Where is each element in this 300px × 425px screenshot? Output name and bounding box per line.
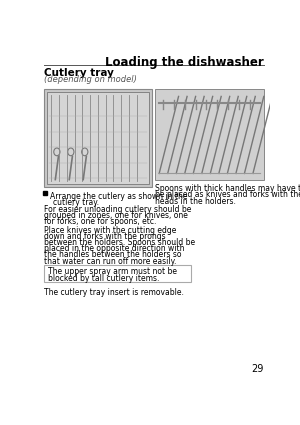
Text: For easier unloading cutlery should be: For easier unloading cutlery should be (44, 205, 191, 214)
Text: for forks, one for spoons, etc.: for forks, one for spoons, etc. (44, 217, 156, 227)
Text: down and forks with the prongs: down and forks with the prongs (44, 232, 165, 241)
Text: Arrange the cutlery as shown in the: Arrange the cutlery as shown in the (50, 192, 188, 201)
Text: 29: 29 (251, 364, 264, 374)
Text: The cutlery tray insert is removable.: The cutlery tray insert is removable. (44, 288, 184, 297)
Text: blocked by tall cutlery items.: blocked by tall cutlery items. (48, 274, 159, 283)
Text: Place knives with the cutting edge: Place knives with the cutting edge (44, 226, 176, 235)
Text: grouped in zones, one for knives, one: grouped in zones, one for knives, one (44, 211, 188, 220)
Bar (155, 89, 264, 180)
Bar (47, 92, 149, 184)
Text: Spoons with thick handles may have to: Spoons with thick handles may have to (155, 184, 300, 193)
Bar (44, 265, 191, 282)
Text: between the holders. Spoons should be: between the holders. Spoons should be (44, 238, 195, 247)
Text: that water can run off more easily.: that water can run off more easily. (44, 257, 176, 266)
Bar (44, 89, 152, 187)
Text: the handles between the holders so: the handles between the holders so (44, 250, 181, 259)
Text: Cutlery tray: Cutlery tray (44, 68, 114, 78)
Text: heads in the holders.: heads in the holders. (155, 196, 236, 206)
Text: placed in the opposite direction with: placed in the opposite direction with (44, 244, 184, 253)
Text: The upper spray arm must not be: The upper spray arm must not be (48, 267, 177, 276)
Text: be placed as knives and forks with their: be placed as knives and forks with their (155, 190, 300, 199)
Text: cutlery tray.: cutlery tray. (53, 198, 99, 207)
Text: (depending on model): (depending on model) (44, 75, 136, 84)
Text: Loading the dishwasher: Loading the dishwasher (105, 57, 264, 69)
